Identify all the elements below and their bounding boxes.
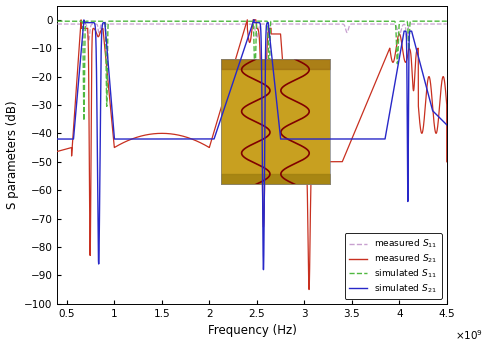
X-axis label: Frequency (Hz): Frequency (Hz) xyxy=(207,324,297,337)
Text: $\times10^{9}$: $\times10^{9}$ xyxy=(454,328,483,342)
Y-axis label: S parameters (dB): S parameters (dB) xyxy=(5,100,19,209)
Legend: measured $S_{11}$, measured $S_{21}$, simulated $S_{11}$, simulated $S_{21}$: measured $S_{11}$, measured $S_{21}$, si… xyxy=(345,234,442,299)
